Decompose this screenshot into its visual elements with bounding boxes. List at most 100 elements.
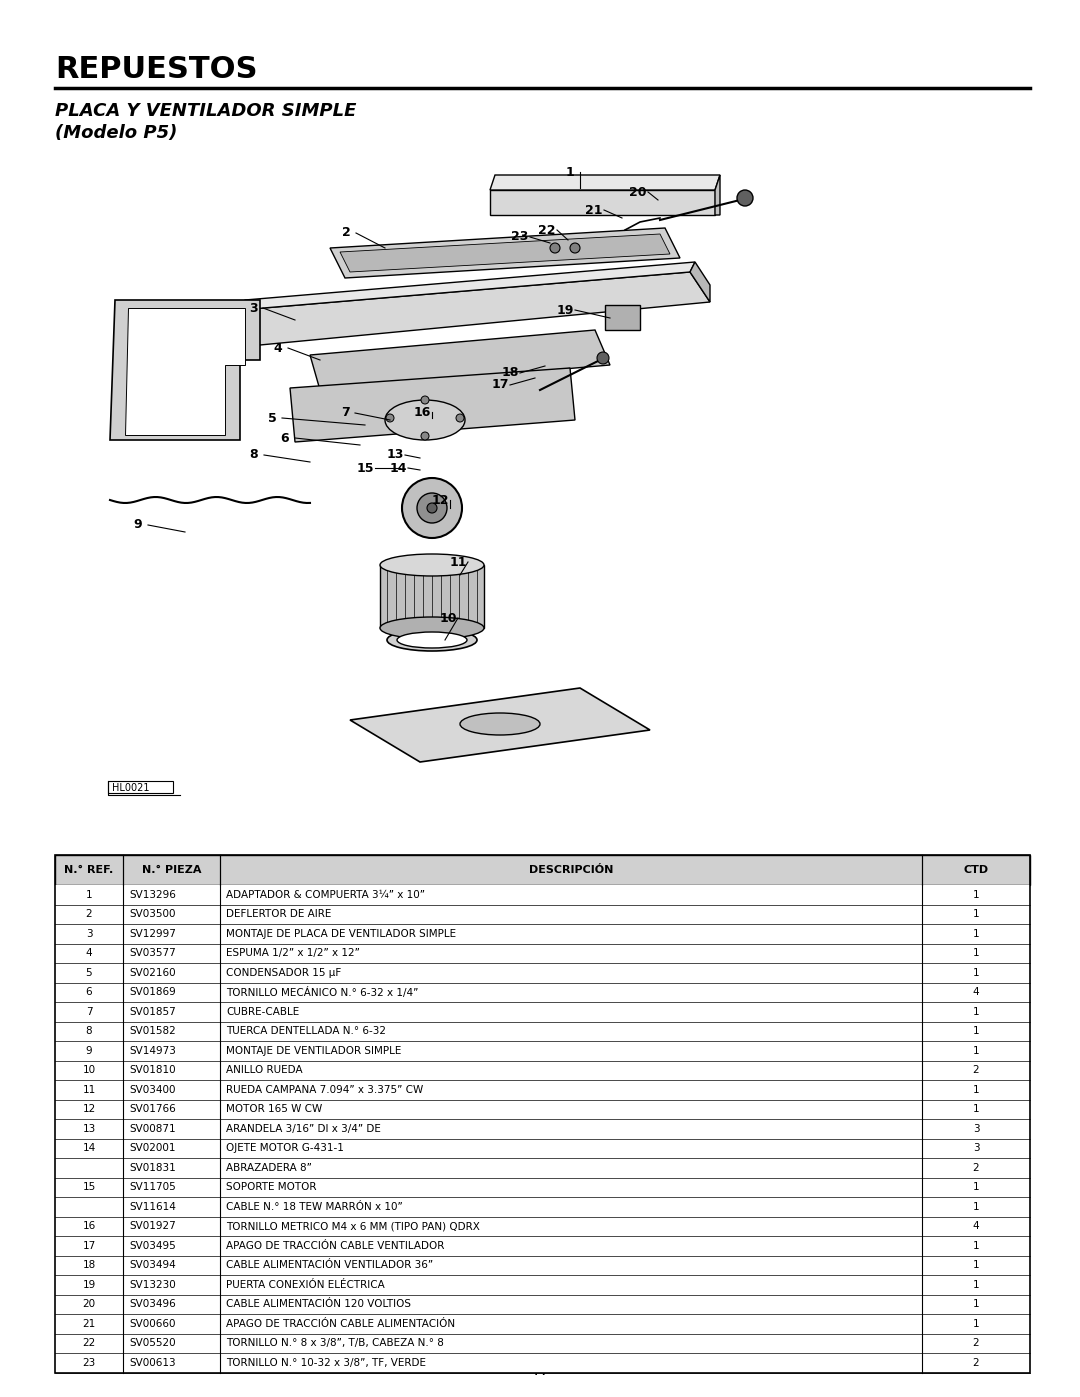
Text: 2: 2 xyxy=(973,1066,980,1076)
Polygon shape xyxy=(310,330,610,390)
FancyBboxPatch shape xyxy=(55,1354,1030,1372)
Text: 1: 1 xyxy=(566,165,575,179)
Circle shape xyxy=(456,414,464,422)
Text: 3: 3 xyxy=(973,1123,980,1134)
Text: TORNILLO N.° 10-32 x 3/8”, TF, VERDE: TORNILLO N.° 10-32 x 3/8”, TF, VERDE xyxy=(226,1358,426,1368)
Polygon shape xyxy=(240,272,710,345)
Text: 7: 7 xyxy=(340,407,349,419)
Text: 3: 3 xyxy=(248,302,257,314)
Text: 4: 4 xyxy=(273,341,282,355)
Text: PUERTA CONEXIÓN ELÉCTRICA: PUERTA CONEXIÓN ELÉCTRICA xyxy=(226,1280,384,1289)
Text: CUBRE-CABLE: CUBRE-CABLE xyxy=(226,1007,299,1017)
Text: 8: 8 xyxy=(85,1027,92,1037)
FancyBboxPatch shape xyxy=(55,1002,1030,1021)
Polygon shape xyxy=(110,300,260,440)
Text: SV11705: SV11705 xyxy=(129,1182,176,1192)
Text: 1: 1 xyxy=(85,890,92,900)
Circle shape xyxy=(597,352,609,365)
Text: 21: 21 xyxy=(585,204,603,217)
Polygon shape xyxy=(490,190,715,215)
Ellipse shape xyxy=(384,400,465,440)
Text: SV00871: SV00871 xyxy=(129,1123,176,1134)
Text: SV03577: SV03577 xyxy=(129,949,176,958)
Text: 3: 3 xyxy=(973,1143,980,1154)
Text: 1: 1 xyxy=(973,1084,980,1095)
Circle shape xyxy=(570,243,580,253)
Text: MOTOR 165 W CW: MOTOR 165 W CW xyxy=(226,1104,322,1115)
FancyBboxPatch shape xyxy=(55,1060,1030,1080)
Text: 1: 1 xyxy=(973,1241,980,1250)
FancyBboxPatch shape xyxy=(55,1315,1030,1334)
Text: 17: 17 xyxy=(82,1241,96,1250)
Circle shape xyxy=(737,190,753,205)
Text: SV12997: SV12997 xyxy=(129,929,176,939)
Polygon shape xyxy=(240,263,696,310)
Text: 15: 15 xyxy=(356,461,374,475)
Text: 5: 5 xyxy=(85,968,92,978)
Ellipse shape xyxy=(460,712,540,735)
Text: 20: 20 xyxy=(82,1299,95,1309)
FancyBboxPatch shape xyxy=(55,1021,1030,1041)
Circle shape xyxy=(550,243,561,253)
Text: 10: 10 xyxy=(440,612,457,624)
Text: SV03495: SV03495 xyxy=(129,1241,176,1250)
Text: 1: 1 xyxy=(973,909,980,919)
Text: 6: 6 xyxy=(85,988,92,997)
Circle shape xyxy=(421,395,429,404)
Text: 21: 21 xyxy=(82,1319,96,1329)
Text: 1: 1 xyxy=(973,1260,980,1270)
Text: 13: 13 xyxy=(82,1123,96,1134)
Text: ABRAZADERA 8”: ABRAZADERA 8” xyxy=(226,1162,312,1172)
Text: TUERCA DENTELLADA N.° 6-32: TUERCA DENTELLADA N.° 6-32 xyxy=(226,1027,386,1037)
Text: 9: 9 xyxy=(134,518,143,531)
Text: SV00613: SV00613 xyxy=(129,1358,176,1368)
Ellipse shape xyxy=(397,631,467,648)
Text: 23: 23 xyxy=(511,231,529,243)
FancyBboxPatch shape xyxy=(55,1080,1030,1099)
Text: 15: 15 xyxy=(82,1182,96,1192)
Text: SV05520: SV05520 xyxy=(129,1338,176,1348)
Text: SV03500: SV03500 xyxy=(129,909,175,919)
FancyBboxPatch shape xyxy=(55,943,1030,963)
Circle shape xyxy=(386,414,394,422)
Text: 2: 2 xyxy=(341,226,350,239)
Text: 4: 4 xyxy=(973,1221,980,1231)
Text: 16: 16 xyxy=(82,1221,96,1231)
Text: SV11614: SV11614 xyxy=(129,1201,176,1211)
Circle shape xyxy=(402,478,462,538)
Text: (Modelo P5): (Modelo P5) xyxy=(55,124,177,142)
Text: CABLE N.° 18 TEW MARRÓN x 10”: CABLE N.° 18 TEW MARRÓN x 10” xyxy=(226,1201,403,1211)
Text: SV01810: SV01810 xyxy=(129,1066,176,1076)
Text: 23: 23 xyxy=(82,1358,96,1368)
Text: 1: 1 xyxy=(973,1319,980,1329)
Text: 1: 1 xyxy=(973,929,980,939)
Text: 22: 22 xyxy=(538,224,556,236)
Text: SV01831: SV01831 xyxy=(129,1162,176,1172)
Text: 9: 9 xyxy=(85,1046,92,1056)
Text: 1: 1 xyxy=(973,1299,980,1309)
FancyBboxPatch shape xyxy=(55,1217,1030,1236)
Text: APAGO DE TRACCIÓN CABLE ALIMENTACIÓN: APAGO DE TRACCIÓN CABLE ALIMENTACIÓN xyxy=(226,1319,455,1329)
Text: 18: 18 xyxy=(82,1260,96,1270)
Text: CONDENSADOR 15 μF: CONDENSADOR 15 μF xyxy=(226,968,341,978)
FancyBboxPatch shape xyxy=(55,1236,1030,1256)
Text: 11: 11 xyxy=(449,556,467,569)
Text: 2: 2 xyxy=(973,1358,980,1368)
Text: 4: 4 xyxy=(973,988,980,997)
Text: SV13230: SV13230 xyxy=(129,1280,176,1289)
FancyBboxPatch shape xyxy=(55,1178,1030,1197)
Text: 14: 14 xyxy=(82,1143,96,1154)
Text: 14: 14 xyxy=(389,461,407,475)
Text: 5: 5 xyxy=(268,412,276,425)
Polygon shape xyxy=(330,228,680,278)
Text: SV01927: SV01927 xyxy=(129,1221,176,1231)
Text: SV01869: SV01869 xyxy=(129,988,176,997)
FancyBboxPatch shape xyxy=(55,1099,1030,1119)
FancyBboxPatch shape xyxy=(55,963,1030,982)
Text: DEFLERTOR DE AIRE: DEFLERTOR DE AIRE xyxy=(226,909,332,919)
Circle shape xyxy=(417,493,447,522)
Text: SV01857: SV01857 xyxy=(129,1007,176,1017)
Polygon shape xyxy=(690,263,710,302)
FancyBboxPatch shape xyxy=(55,1158,1030,1178)
Text: 2: 2 xyxy=(973,1338,980,1348)
